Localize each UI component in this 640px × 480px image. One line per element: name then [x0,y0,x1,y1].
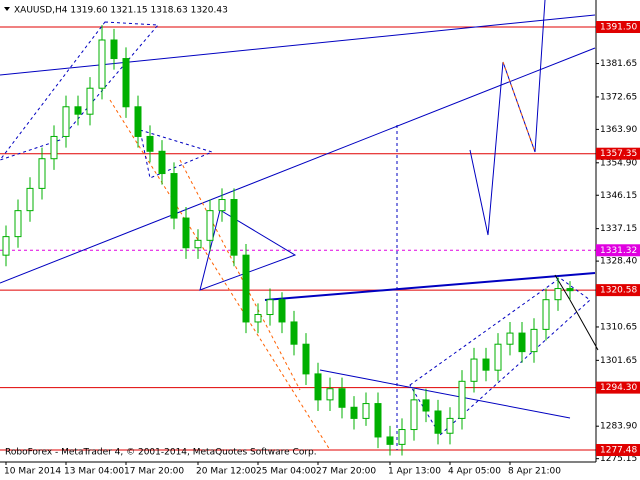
candle-body [14,210,22,238]
level-label-box [596,21,640,34]
candle-body [86,87,94,115]
candle-body [554,288,562,301]
y-tick-label: 1372.65 [600,92,637,102]
level-label-box [596,381,640,394]
pattern-box [139,129,214,179]
candle-body [26,187,34,212]
candle-body [362,403,370,419]
candle-body [134,106,142,137]
x-tick-label: 13 Mar 04:00 [64,467,124,477]
channel-line [179,159,301,391]
candle-body [110,39,118,60]
y-tick-label: 1346.15 [600,191,637,201]
candle-body [62,106,70,137]
candle-body [338,388,346,408]
candle-body [50,135,58,160]
title-arrow [4,7,10,11]
candle-body [314,373,322,401]
chart-title: XAUUSD,H4 1319.60 1321.15 1318.63 1320.4… [14,6,228,16]
candle-body [530,328,538,353]
trend-line [319,369,571,419]
candle-body [158,150,166,175]
x-tick-label: 27 Mar 20:00 [316,467,376,477]
y-tick-label: 1283.90 [600,422,637,432]
level-label-box [596,444,640,457]
x-tick-label: 1 Apr 13:00 [388,467,441,477]
candle-body [374,403,382,438]
y-tick-label: 1354.90 [600,158,637,168]
forecast-line [502,61,536,153]
x-tick-label: 4 Apr 05:00 [448,467,501,477]
candle-body [350,406,358,419]
candle-body [98,39,106,89]
level-label: 1357.35 [600,149,637,159]
candle-body [206,210,214,241]
candle-body [122,58,130,108]
candle-body [38,158,46,189]
forecast-line [554,274,599,351]
candle-body [2,236,10,256]
y-tick-label: 1337.15 [600,224,637,234]
candle-body [146,135,154,152]
x-tick-label: 20 Mar 12:00 [196,467,256,477]
candle-body [458,380,466,419]
channel-line [109,99,331,451]
candle-body [482,358,490,371]
copyright: RoboForex - MetaTrader 4, © 2001-2014, M… [5,448,317,458]
candle-body [182,217,190,249]
candle-body [194,239,202,249]
level-label-box [596,284,640,297]
candle-body [218,199,226,212]
candle-body [542,299,550,330]
candle-body [410,399,418,431]
x-tick-label: 25 Mar 04:00 [256,467,316,477]
x-tick-label: 8 Apr 21:00 [508,467,561,477]
candle-body [170,173,178,219]
candle-body [434,410,442,434]
trend-line [0,47,596,284]
y-tick-label: 1310.65 [600,322,637,332]
y-tick-label: 1328.40 [600,257,637,267]
level-label: 1320.58 [600,286,637,296]
level-label: 1294.30 [600,383,637,393]
candle-body [566,288,574,292]
level-label-box [596,244,640,257]
x-tick-label: 10 Mar 2014 [4,467,61,477]
level-label: 1277.48 [600,446,637,456]
y-tick-label: 1275.15 [600,454,637,464]
candle-body [278,299,286,323]
candle-body [506,332,514,345]
candle-body [230,199,238,256]
candle-body [290,321,298,345]
candle-body [494,343,502,371]
level-label: 1391.50 [600,23,637,33]
candle-body [302,343,310,375]
y-tick-label: 1363.90 [600,125,637,135]
candle-body [470,358,478,382]
y-tick-label: 1301.65 [600,356,637,366]
candle-body [518,332,526,353]
candle-body [446,417,454,434]
y-tick-label: 1381.65 [600,59,637,69]
x-tick-label: 17 Mar 20:00 [124,467,184,477]
trend-line [264,272,596,301]
candle-body [242,254,250,323]
level-label-box [596,147,640,160]
level-label: 1331.32 [600,246,637,256]
pattern-box [0,21,160,161]
candle-body [266,299,274,316]
candle-body [326,388,334,401]
candle-body [386,436,394,445]
candle-body [422,399,430,412]
candle-body [254,314,262,323]
candle-body [74,106,82,115]
pattern-box [409,277,591,436]
candle-body [398,429,406,445]
